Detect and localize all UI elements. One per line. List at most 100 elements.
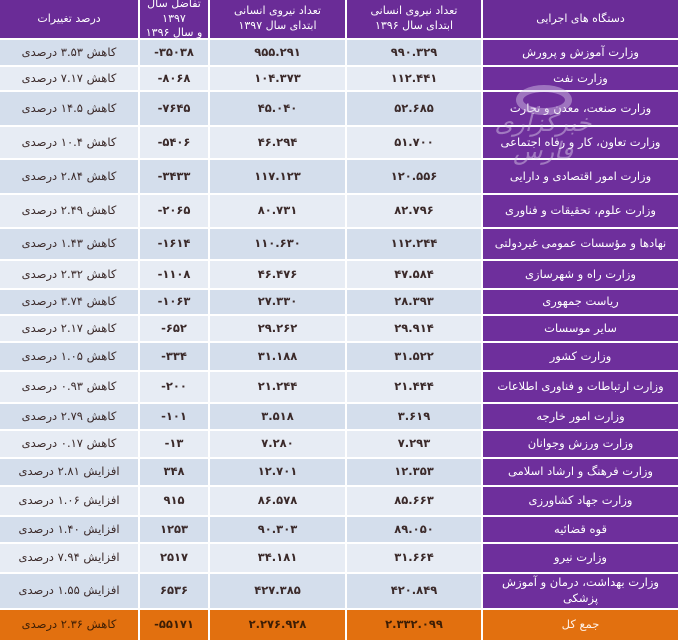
workforce-1396: ۹۹۰.۳۲۹ [345, 40, 481, 65]
workforce-1397: ۴۵.۰۴۰ [208, 92, 345, 125]
workforce-1397: ۷.۲۸۰ [208, 431, 345, 457]
percent-change: کاهش ۲.۳۲ درصدی [0, 261, 138, 288]
header-diff-line2: و سال ۱۳۹۶ [145, 26, 203, 40]
percent-change: کاهش ۲.۷۹ درصدی [0, 404, 138, 429]
difference: ۶۵۳۶ [138, 574, 208, 608]
difference: -۳۵۰۳۸ [138, 40, 208, 65]
agency-name: وزارت راه و شهرسازی [481, 261, 678, 288]
agency-name: وزارت امور اقتصادی و دارایی [481, 160, 678, 193]
difference: -۱۱۰۸ [138, 261, 208, 288]
workforce-1396: ۸۹.۰۵۰ [345, 517, 481, 542]
difference: -۷۶۴۵ [138, 92, 208, 125]
workforce-1397: ۱۰۴.۳۷۳ [208, 67, 345, 90]
header-1396-line1: تعداد نیروی انسانی [370, 4, 458, 18]
percent-change: افزایش ۷.۹۴ درصدی [0, 544, 138, 572]
workforce-1396: ۱۲.۳۵۳ [345, 459, 481, 485]
table-row: وزارت علوم، تحقیقات و فناوری ۸۲.۷۹۶ ۸۰.۷… [0, 195, 678, 229]
percent-change: کاهش ۷.۱۷ درصدی [0, 67, 138, 90]
workforce-1397: ۸۰.۷۳۱ [208, 195, 345, 227]
percent-change: کاهش ۳.۵۳ درصدی [0, 40, 138, 65]
percent-change: کاهش ۲.۸۴ درصدی [0, 160, 138, 193]
difference: -۸۰۶۸ [138, 67, 208, 90]
table-row: ریاست جمهوری ۲۸.۳۹۳ ۲۷.۳۳۰ -۱۰۶۳ کاهش ۳.… [0, 290, 678, 316]
workforce-1397: ۴۶.۴۷۶ [208, 261, 345, 288]
workforce-1396: ۵۲.۶۸۵ [345, 92, 481, 125]
table-row: سایر موسسات ۲۹.۹۱۴ ۲۹.۲۶۲ -۶۵۲ کاهش ۲.۱۷… [0, 316, 678, 343]
header-1396-line2: ابتدای سال ۱۳۹۶ [374, 19, 454, 32]
difference: -۱۶۱۴ [138, 229, 208, 259]
table-row: وزارت آموزش و پرورش ۹۹۰.۳۲۹ ۹۵۵.۲۹۱ -۳۵۰… [0, 40, 678, 67]
header-agency: دستگاه های اجرایی [481, 0, 678, 38]
agency-name: وزارت تعاون، کار و رفاه اجتماعی [481, 127, 678, 158]
workforce-1397: ۲۷.۳۳۰ [208, 290, 345, 314]
difference: -۳۳۴ [138, 343, 208, 370]
agency-name: وزارت آموزش و پرورش [481, 40, 678, 65]
agency-name: وزارت نیرو [481, 544, 678, 572]
difference: -۵۴۰۶ [138, 127, 208, 158]
agency-name: وزارت علوم، تحقیقات و فناوری [481, 195, 678, 227]
table-row: وزارت راه و شهرسازی ۴۷.۵۸۴ ۴۶.۴۷۶ -۱۱۰۸ … [0, 261, 678, 290]
agency-name: وزارت امور خارجه [481, 404, 678, 429]
total-label: جمع کل [481, 610, 678, 640]
workforce-1397: ۱۲.۷۰۱ [208, 459, 345, 485]
workforce-1396: ۱۱۲.۴۴۱ [345, 67, 481, 90]
percent-change: افزایش ۱.۴۰ درصدی [0, 517, 138, 542]
workforce-1397: ۳.۵۱۸ [208, 404, 345, 429]
header-percent-change: درصد تغییرات [0, 0, 138, 38]
workforce-1396: ۷.۲۹۳ [345, 431, 481, 457]
total-percent-change: کاهش ۲.۳۶ درصدی [0, 610, 138, 640]
workforce-1396: ۲۸.۳۹۳ [345, 290, 481, 314]
workforce-1397: ۳۴.۱۸۱ [208, 544, 345, 572]
header-workforce-1396: تعداد نیروی انسانی ابتدای سال ۱۳۹۶ [345, 0, 481, 38]
table-row: وزارت نفت ۱۱۲.۴۴۱ ۱۰۴.۳۷۳ -۸۰۶۸ کاهش ۷.۱… [0, 67, 678, 92]
agency-name: وزارت فرهنگ و ارشاد اسلامی [481, 459, 678, 485]
difference: ۹۱۵ [138, 487, 208, 515]
table-row: قوه قضائیه ۸۹.۰۵۰ ۹۰.۳۰۳ ۱۲۵۳ افزایش ۱.۴… [0, 517, 678, 544]
table-row: وزارت جهاد کشاورزی ۸۵.۶۶۳ ۸۶.۵۷۸ ۹۱۵ افز… [0, 487, 678, 517]
difference: ۲۵۱۷ [138, 544, 208, 572]
table-row: وزارت فرهنگ و ارشاد اسلامی ۱۲.۳۵۳ ۱۲.۷۰۱… [0, 459, 678, 487]
difference: ۱۲۵۳ [138, 517, 208, 542]
difference: -۱۰۶۳ [138, 290, 208, 314]
header-difference: تفاضل سال ۱۳۹۷ و سال ۱۳۹۶ [138, 0, 208, 40]
workforce-1397: ۳۱.۱۸۸ [208, 343, 345, 370]
workforce-1396: ۳۱.۵۲۲ [345, 343, 481, 370]
agency-name: وزارت ارتباطات و فناوری اطلاعات [481, 372, 678, 402]
difference: -۳۴۳۳ [138, 160, 208, 193]
difference: -۶۵۲ [138, 316, 208, 341]
agency-name: ریاست جمهوری [481, 290, 678, 314]
workforce-1397: ۸۶.۵۷۸ [208, 487, 345, 515]
agency-name: وزارت کشور [481, 343, 678, 370]
agency-name: وزارت نفت [481, 67, 678, 90]
total-workforce-1397: ۲.۲۷۶.۹۲۸ [208, 610, 345, 640]
workforce-1397: ۴۲۷.۳۸۵ [208, 574, 345, 608]
workforce-1396: ۲۱.۴۴۴ [345, 372, 481, 402]
workforce-1396: ۸۵.۶۶۳ [345, 487, 481, 515]
table-row: وزارت تعاون، کار و رفاه اجتماعی ۵۱.۷۰۰ ۴… [0, 127, 678, 160]
workforce-1396: ۸۲.۷۹۶ [345, 195, 481, 227]
agency-name: وزارت ورزش وجوانان [481, 431, 678, 457]
difference: ۳۴۸ [138, 459, 208, 485]
percent-change: کاهش ۱۴.۵ درصدی [0, 92, 138, 125]
table-row: وزارت نیرو ۳۱.۶۶۴ ۳۴.۱۸۱ ۲۵۱۷ افزایش ۷.۹… [0, 544, 678, 574]
percent-change: کاهش ۱.۰۵ درصدی [0, 343, 138, 370]
header-pct-label: درصد تغییرات [37, 11, 101, 25]
workforce-1396: ۲۹.۹۱۴ [345, 316, 481, 341]
workforce-1397: ۴۶.۲۹۴ [208, 127, 345, 158]
percent-change: کاهش ۳.۷۴ درصدی [0, 290, 138, 314]
percent-change: کاهش ۲.۱۷ درصدی [0, 316, 138, 341]
workforce-1397: ۲۱.۲۴۴ [208, 372, 345, 402]
header-diff-line1: تفاضل سال ۱۳۹۷ [147, 0, 201, 25]
header-1397-line1: تعداد نیروی انسانی [234, 4, 321, 18]
percent-change: افزایش ۱.۵۵ درصدی [0, 574, 138, 608]
agency-name: وزارت جهاد کشاورزی [481, 487, 678, 515]
total-row: جمع کل ۲.۳۳۲.۰۹۹ ۲.۲۷۶.۹۲۸ -۵۵۱۷۱ کاهش ۲… [0, 610, 678, 640]
table-row: وزارت ورزش وجوانان ۷.۲۹۳ ۷.۲۸۰ -۱۳ کاهش … [0, 431, 678, 459]
total-difference: -۵۵۱۷۱ [138, 610, 208, 640]
agency-name: سایر موسسات [481, 316, 678, 341]
workforce-1397: ۹۰.۳۰۳ [208, 517, 345, 542]
workforce-1396: ۵۱.۷۰۰ [345, 127, 481, 158]
workforce-1397: ۱۱۰.۶۳۰ [208, 229, 345, 259]
percent-change: کاهش ۱.۴۳ درصدی [0, 229, 138, 259]
